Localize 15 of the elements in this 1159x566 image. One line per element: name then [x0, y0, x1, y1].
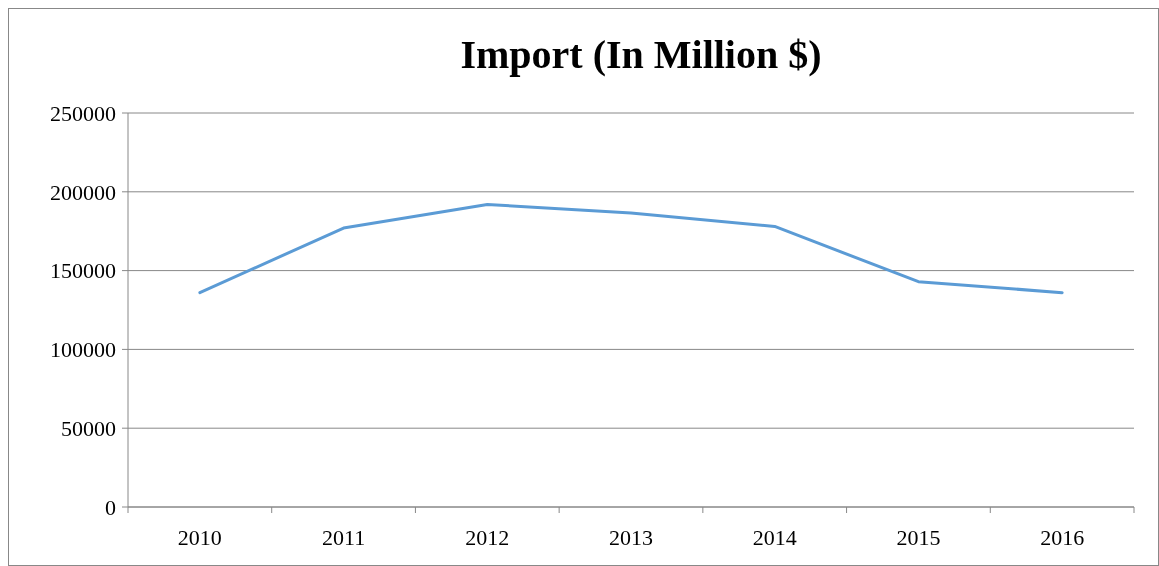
y-tick-label: 150000: [50, 258, 116, 284]
y-tick-label: 50000: [61, 415, 116, 441]
x-tick-label: 2016: [1040, 525, 1085, 550]
x-tick-label: 2015: [896, 525, 941, 550]
y-tick-label: 0: [105, 494, 116, 520]
y-tick-label: 200000: [50, 179, 116, 205]
y-tick-label: 100000: [50, 337, 116, 363]
x-tick-label: 2012: [465, 525, 510, 550]
chart-title: Import (In Million $): [460, 32, 822, 77]
line-series: [198, 202, 1064, 295]
x-tick-label: 2014: [752, 525, 797, 550]
x-tick-label: 2010: [177, 525, 222, 550]
x-tick-label: 2013: [609, 525, 653, 550]
y-tick-label: 250000: [50, 100, 116, 126]
x-tick-label: 2011: [321, 525, 366, 550]
